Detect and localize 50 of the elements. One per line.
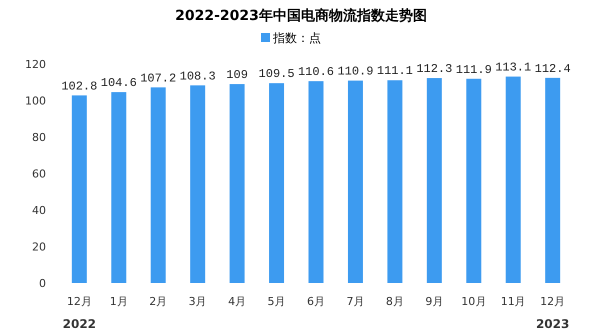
bar — [506, 76, 521, 283]
bar — [426, 78, 442, 283]
x-tick-label: 6月 — [307, 295, 325, 308]
y-tick-label: 60 — [32, 168, 46, 180]
x-tick-label: 2月 — [149, 295, 168, 308]
bar — [545, 78, 560, 283]
data-label: 111.1 — [376, 64, 413, 78]
bar — [387, 80, 402, 283]
bar — [466, 78, 482, 283]
data-label: 109 — [226, 68, 248, 82]
x-tick-label: 8月 — [386, 295, 404, 308]
x-tick-label: 12月 — [540, 295, 566, 308]
x-tick-label: 9月 — [425, 295, 444, 308]
data-label: 111.9 — [456, 62, 492, 77]
y-tick-label: 120 — [25, 58, 46, 71]
bar — [72, 95, 87, 283]
y-tick-label: 80 — [32, 131, 46, 144]
data-label: 104.6 — [100, 76, 137, 90]
y-tick-label: 0 — [39, 277, 46, 290]
y-tick-label: 100 — [25, 94, 46, 108]
x-tick-label: 4月 — [228, 295, 246, 308]
data-label: 109.5 — [258, 67, 295, 82]
y-tick-label: 40 — [32, 204, 46, 217]
bar — [348, 80, 363, 283]
x-tick-label: 11月 — [500, 295, 526, 308]
bar — [190, 85, 206, 283]
bar — [150, 87, 166, 283]
x-tick-label: 1月 — [110, 295, 128, 308]
data-label: 110.6 — [298, 65, 334, 80]
text: 2022 — [62, 317, 96, 331]
data-label: 110.9 — [337, 64, 374, 79]
data-label: 113.1 — [495, 60, 532, 75]
x-tick-label: 7月 — [346, 295, 364, 308]
bar — [308, 81, 324, 283]
text: 2023 — [536, 317, 570, 331]
chart-title: 2022-2023年中国电商物流指数走势图 — [175, 7, 427, 24]
bar — [111, 92, 126, 283]
data-label: 102.8 — [61, 79, 98, 94]
y-tick-label: 20 — [32, 240, 46, 254]
x-tick-label: 12月 — [66, 295, 92, 308]
x-tick-label: 10月 — [461, 295, 486, 308]
bar — [230, 84, 245, 283]
data-label: 112.4 — [534, 62, 571, 76]
data-label: 107.2 — [140, 71, 176, 86]
legend-label: 指数：点 — [272, 31, 321, 45]
data-label: 108.3 — [180, 69, 216, 84]
x-tick-label: 3月 — [188, 295, 207, 308]
data-label: 112.3 — [416, 62, 452, 76]
bar — [269, 83, 284, 283]
x-tick-label: 5月 — [268, 295, 286, 308]
